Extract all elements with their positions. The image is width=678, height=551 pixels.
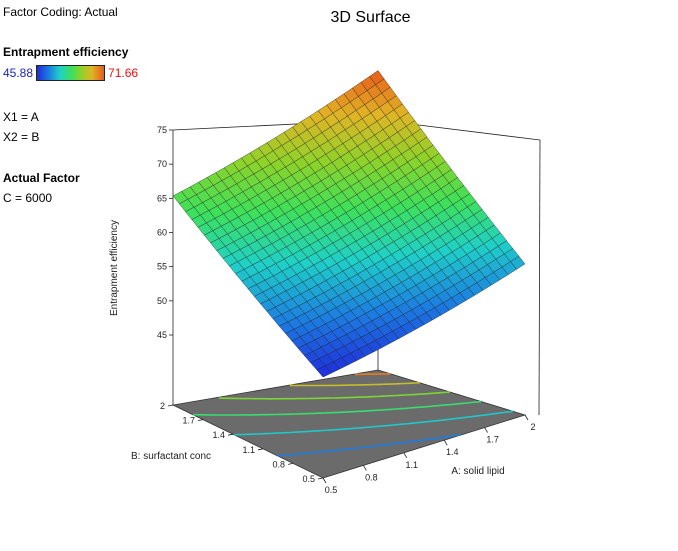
- floor-plane: [171, 369, 527, 479]
- factor-map-x2: X2 = B: [3, 130, 40, 144]
- x-tick-label: 2: [530, 422, 535, 432]
- response-title: Entrapment efficiency: [3, 45, 129, 59]
- z-tick-label: 50: [157, 296, 167, 306]
- contour-line: [289, 382, 420, 387]
- axis-ticks: 45 50 55 60 65 70 75 0.5 0.8 1.1 1.4 1.7 2 0.5 0.8 1.1 1…: [157, 125, 536, 495]
- chart-title: 3D Surface: [330, 9, 411, 26]
- y-tick-label: 1.4: [212, 430, 225, 440]
- x-tick-mark: [363, 465, 367, 471]
- floor-contours: [192, 373, 513, 457]
- box-edge-right: [538, 139, 541, 416]
- x-tick-mark: [443, 439, 448, 446]
- legend-gradient-bar: [36, 65, 106, 81]
- x-tick-label: 1.4: [446, 447, 459, 457]
- contour-line: [234, 410, 513, 436]
- y-tick-mark: [287, 463, 294, 465]
- contour-line: [354, 373, 391, 376]
- z-axis-label: Entrapment efficiency: [109, 220, 120, 316]
- x-tick-mark: [484, 427, 488, 433]
- legend-min-value: 45.88: [3, 66, 34, 80]
- y-axis-label: B: surfactant conc: [131, 451, 211, 462]
- x-tick-mark: [322, 477, 327, 484]
- z-tick-label: 70: [157, 159, 167, 169]
- contour-line: [192, 400, 482, 416]
- z-tick-label: 75: [157, 125, 167, 135]
- factor-map-x1: X1 = A: [3, 110, 39, 124]
- z-tick-label: 55: [157, 262, 167, 272]
- x-tick-label: 1.7: [486, 435, 499, 445]
- y-tick-label: 1.1: [242, 445, 255, 455]
- y-tick-mark: [257, 448, 264, 451]
- y-tick-mark: [317, 477, 324, 480]
- y-tick-label: 1.7: [182, 416, 195, 426]
- legend-max-value: 71.66: [108, 66, 139, 80]
- x-axis-label: A: solid lipid: [451, 466, 504, 477]
- x-tick-label: 0.5: [325, 485, 338, 495]
- response-surface: [172, 70, 526, 378]
- factor-coding-label: Factor Coding: Actual: [3, 5, 118, 19]
- actual-factor-value: C = 6000: [3, 191, 53, 205]
- y-tick-mark: [197, 419, 204, 421]
- actual-factor-title: Actual Factor: [3, 171, 80, 185]
- y-tick-label: 0.5: [302, 474, 315, 484]
- z-tick-label: 45: [157, 330, 167, 340]
- z-tick-label: 65: [157, 193, 167, 203]
- x-tick-mark: [403, 452, 408, 459]
- color-legend: 45.88 71.66: [3, 64, 138, 82]
- x-tick-mark: [524, 414, 529, 421]
- contour-line: [218, 391, 451, 400]
- y-tick-label: 2: [160, 401, 165, 411]
- x-tick-label: 1.1: [406, 460, 419, 470]
- y-tick-label: 0.8: [272, 459, 285, 469]
- y-tick-mark: [227, 433, 234, 436]
- z-tick-label: 60: [157, 228, 167, 238]
- surface-facet: [316, 365, 332, 378]
- y-tick-mark: [167, 404, 174, 407]
- contour-line: [277, 434, 461, 457]
- floor-polygon: [171, 369, 527, 479]
- x-tick-label: 0.8: [365, 472, 378, 482]
